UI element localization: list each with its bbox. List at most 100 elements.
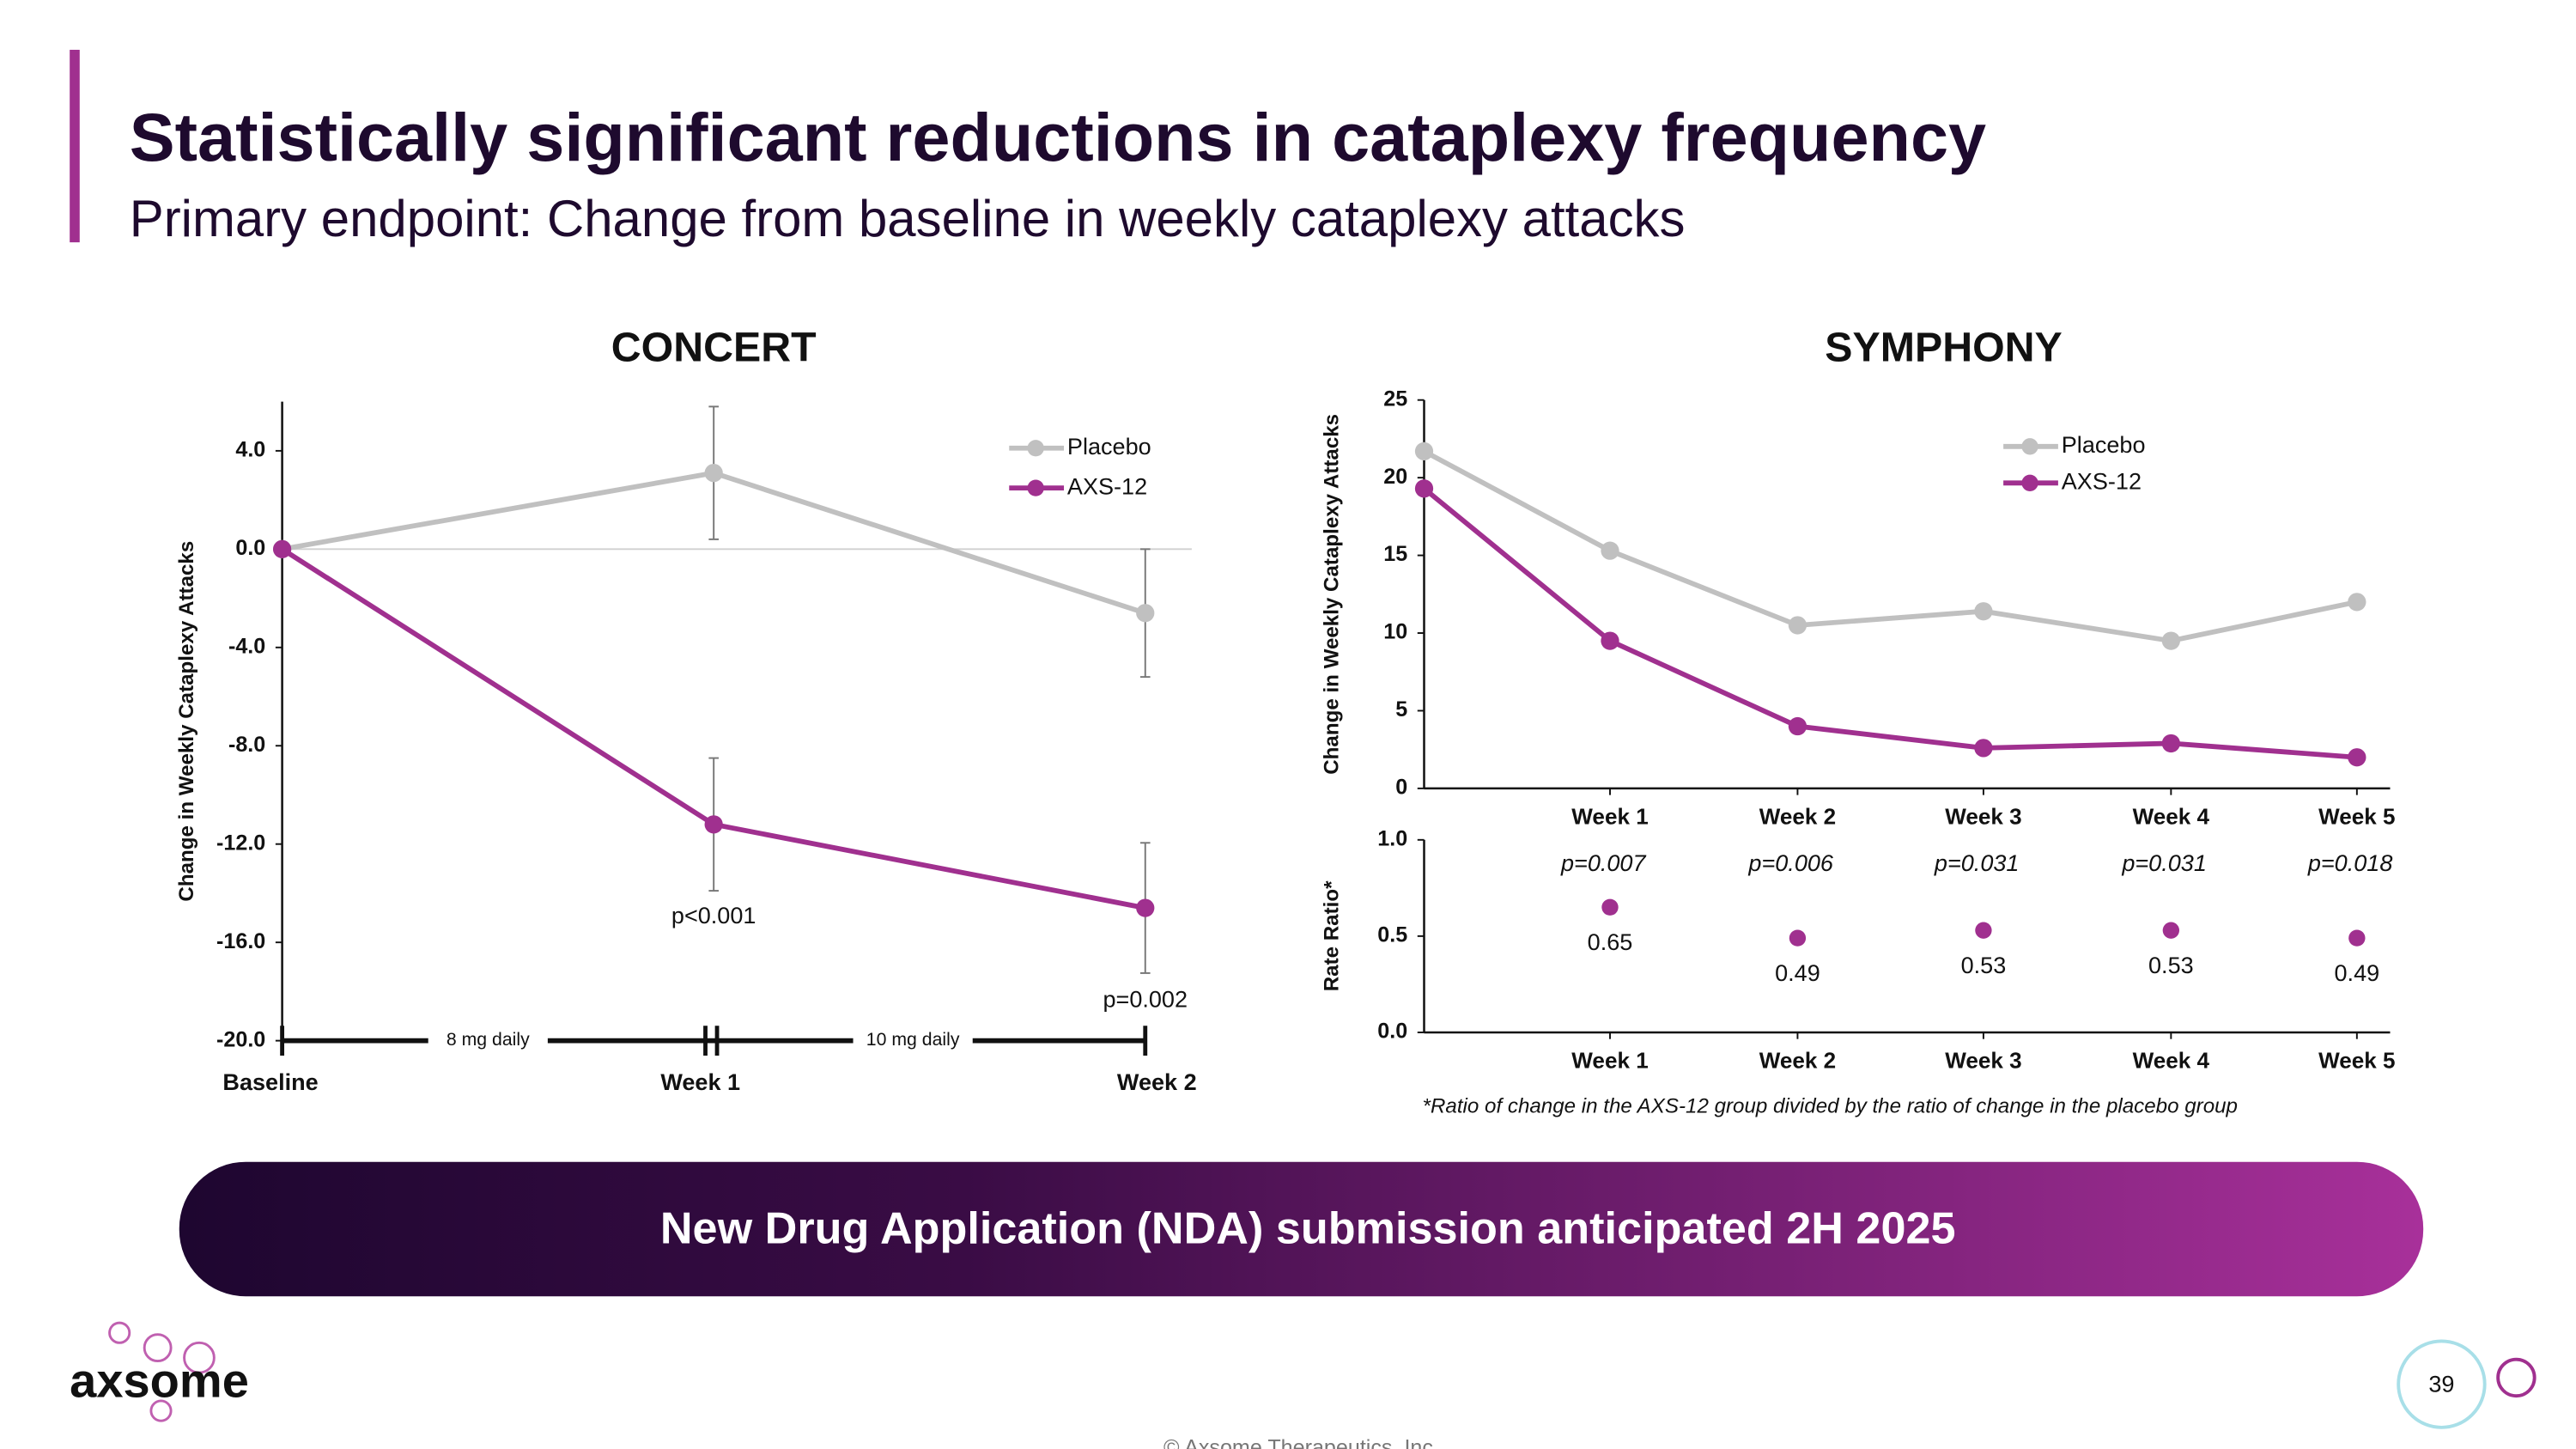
page-badge [2496,1357,2537,1398]
value-label: 0.65 [1588,929,1633,955]
x-tick-label: Baseline [222,1069,318,1095]
point [1136,604,1155,623]
p-value: p=0.006 [1747,850,1833,876]
y-tick-label: 0 [1395,776,1407,800]
point [1136,898,1155,917]
value-label: 0.53 [2148,953,2194,978]
p-value: p=0.031 [1934,850,2020,876]
footnote: *Ratio of change in the AXS-12 group div… [1423,1094,2238,1117]
logo-icon [183,1341,216,1374]
y-tick-label: -8.0 [228,733,265,757]
y-tick-label: -20.0 [216,1027,265,1051]
x-tick-label: Week 5 [2318,1048,2395,1074]
x-tick-label: Week 3 [1945,804,2021,830]
y-axis-label: Rate Ratio* [1321,880,1344,991]
dose-label-bg [853,1027,973,1055]
legend-marker [1027,479,1044,496]
legend-label: Placebo [2062,432,2146,458]
point [1601,631,1619,650]
x-tick-label: Week 5 [2318,804,2395,830]
y-tick-label: -16.0 [216,929,265,953]
logo-icon [108,1321,131,1344]
x-tick-label: Week 4 [2133,804,2210,830]
value-label: 0.49 [2335,960,2380,986]
point [2348,593,2366,612]
p-value: p=0.007 [1560,850,1646,876]
point [2348,929,2366,947]
x-tick-label: Week 1 [1571,1048,1648,1074]
dose-label: 10 mg daily [866,1029,960,1050]
accent-bar [70,49,80,243]
logo: axsome [70,1321,249,1422]
y-tick-label: 25 [1383,387,1407,411]
legend-marker [1027,440,1044,457]
slide-title: Statistically significant reductions in … [130,99,1986,175]
point [1601,898,1619,916]
y-tick-label: 15 [1383,542,1407,566]
annotation: p=0.002 [1103,986,1188,1012]
point [1788,716,1807,736]
chart-title: SYMPHONY [1825,325,2062,371]
legend-marker [2021,438,2038,455]
dose-label: 8 mg daily [447,1029,530,1050]
point [1788,616,1807,635]
y-tick-label: 0.0 [1377,1020,1407,1044]
logo-text: axsome [70,1353,249,1407]
series-line [1422,486,2358,760]
y-tick-label: 4.0 [235,438,265,462]
point [704,463,723,483]
logo-icon [149,1399,173,1422]
point [2162,922,2180,939]
value-label: 0.53 [1961,953,2007,978]
chart-title: CONCERT [611,325,817,371]
point [1414,479,1434,498]
logo-icon [143,1333,173,1363]
legend-label: Placebo [1067,434,1151,460]
y-tick-label: 10 [1383,620,1407,644]
copyright: © Axsome Therapeutics, Inc. [1163,1436,1439,1449]
x-tick-label: Week 1 [660,1069,740,1095]
p-value: p=0.031 [2121,850,2207,876]
y-tick-label: 5 [1395,697,1407,721]
point [272,539,292,558]
point [2161,734,2180,753]
x-tick-label: Week 4 [2133,1048,2210,1074]
page-badge [2397,1339,2487,1429]
point [1414,441,1434,461]
y-tick-label: 0.0 [235,536,265,560]
x-tick-label: Week 2 [1759,1048,1836,1074]
page-number: 39 [2428,1372,2454,1397]
legend-label: AXS-12 [2062,468,2142,494]
point [704,815,723,834]
x-tick-label: Week 2 [1759,804,1836,830]
point [1601,541,1619,560]
point [1974,739,1993,758]
point [1789,929,1807,947]
x-tick-label: Week 3 [1945,1048,2021,1074]
point [2161,631,2180,650]
x-tick-label: Week 2 [1117,1069,1197,1095]
y-tick-label: 1.0 [1377,826,1407,850]
y-tick-label: -12.0 [216,831,265,855]
x-tick-label: Week 1 [1571,804,1648,830]
series-line [1423,448,2358,644]
legend-marker [2021,474,2038,491]
point [2348,748,2366,767]
banner [179,1161,2424,1297]
y-tick-label: 0.5 [1377,923,1407,947]
banner-text: New Drug Application (NDA) submission an… [660,1204,1956,1254]
point [1975,922,1992,939]
y-tick-label: 20 [1383,465,1407,489]
legend-label: AXS-12 [1067,473,1147,499]
value-label: 0.49 [1775,960,1820,986]
p-value: p=0.018 [2307,850,2393,876]
y-axis-label: Change in Weekly Cataplexy Attacks [1321,414,1344,775]
slide-subtitle: Primary endpoint: Change from baseline i… [130,190,1686,247]
point [1974,602,1993,621]
y-axis-label: Change in Weekly Cataplexy Attacks [175,541,198,902]
annotation: p<0.001 [671,903,756,928]
dose-label-bg [428,1027,548,1055]
y-tick-label: -4.0 [228,634,265,658]
